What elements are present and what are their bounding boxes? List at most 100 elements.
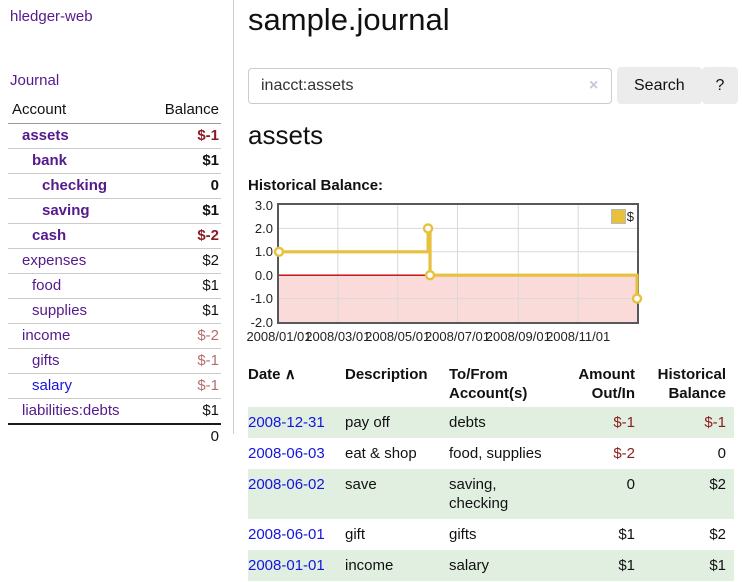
y-axis-label: 2.0 [254, 220, 273, 236]
account-balance: $-1 [197, 352, 219, 369]
account-balance: $1 [202, 402, 219, 419]
tx-date-link[interactable]: 2008-06-03 [248, 445, 325, 462]
page-title: sample.journal [248, 2, 450, 37]
account-row: income $-2 [8, 323, 221, 349]
x-axis-label: 2008/09/01 [485, 329, 551, 344]
search-input[interactable] [248, 68, 612, 104]
register-table: Date ∧ Description To/From Account(s) Am… [248, 362, 734, 581]
help-button[interactable]: ? [702, 67, 738, 104]
x-axis-label: 2008/05/01 [365, 329, 431, 344]
transaction-row: 2008-12-31 pay off debts $-1 $-1 [248, 407, 734, 438]
account-row: expenses $2 [8, 248, 221, 274]
tx-description: income [345, 557, 394, 574]
account-balance: 0 [210, 177, 219, 194]
account-link[interactable]: assets [22, 127, 69, 144]
tx-description: eat & shop [345, 445, 417, 462]
transaction-row: 2008-06-01 gift gifts $1 $2 [248, 519, 734, 550]
account-link[interactable]: cash [32, 227, 67, 244]
account-row: supplies $1 [8, 298, 221, 324]
tx-balance: $2 [709, 526, 726, 543]
sidebar-item-journal[interactable]: Journal [10, 72, 60, 89]
tx-date-link[interactable]: 2008-12-31 [248, 414, 325, 431]
account-link[interactable]: liabilities:debts [22, 402, 120, 419]
account-row: checking 0 [8, 173, 221, 199]
legend-label: $ [626, 209, 634, 224]
account-balance: $2 [202, 252, 219, 269]
accounts-total-row: 0 [8, 423, 221, 449]
account-link[interactable]: checking [42, 177, 108, 194]
tx-balance: $2 [709, 476, 726, 493]
account-balance: $1 [202, 302, 219, 319]
tx-balance: $1 [709, 557, 726, 574]
tx-accounts: food, supplies [449, 445, 542, 462]
account-link[interactable]: salary [32, 377, 73, 394]
chart-legend: $ [610, 209, 634, 224]
balance-chart: 3.0 2.0 1.0 0.0 -1.0 -2.0 $ 2008/01/01 2008/03… [245, 198, 715, 348]
app-title-link[interactable]: hledger-web [10, 8, 93, 25]
tx-accounts: salary [449, 557, 490, 574]
account-row: bank $1 [8, 148, 221, 174]
tx-date-link[interactable]: 2008-06-01 [248, 526, 325, 543]
account-balance: $1 [202, 152, 219, 169]
y-axis-label: 1.0 [254, 244, 273, 260]
account-link[interactable]: gifts [32, 352, 60, 369]
register-heading: assets [248, 120, 324, 150]
tx-accounts: gifts [449, 526, 477, 543]
tx-amount: $-1 [613, 414, 635, 431]
clear-search-icon[interactable]: × [589, 77, 599, 94]
register-header-row: Date ∧ Description To/From Account(s) Am… [248, 362, 734, 407]
tx-date-link[interactable]: 2008-01-01 [248, 557, 325, 574]
tx-description: pay off [345, 414, 390, 431]
transaction-row: 2008-01-01 income salary $1 $1 [248, 550, 734, 581]
col-header-accounts: To/From Account(s) [449, 366, 528, 402]
tx-amount: $1 [618, 557, 635, 574]
account-link[interactable]: supplies [32, 302, 88, 319]
accounts-header-account: Account [8, 97, 148, 124]
tx-amount: 0 [626, 476, 635, 493]
y-axis-label: -1.0 [250, 291, 273, 307]
tx-date-link[interactable]: 2008-06-02 [248, 476, 325, 493]
account-row: food $1 [8, 273, 221, 299]
sidebar-divider [233, 0, 234, 434]
accounts-table: Account Balance assets $-1 bank $1 checking 0… [8, 97, 221, 449]
transaction-row: 2008-06-02 save saving, checking 0 $2 [248, 469, 734, 519]
col-header-amount: Amount Out/In [578, 366, 635, 402]
accounts-header-row: Account Balance [8, 97, 221, 124]
chart-canvas [273, 205, 643, 322]
account-link[interactable]: saving [42, 202, 90, 219]
tx-description: gift [345, 526, 366, 543]
accounts-header-balance: Balance [147, 97, 221, 124]
account-link[interactable]: food [32, 277, 62, 294]
sort-asc-icon: ∧ [284, 366, 296, 383]
y-axis-label: -2.0 [250, 314, 273, 330]
x-axis-label: 2008/11/01 [546, 329, 611, 344]
account-balance: $-1 [197, 377, 219, 394]
account-link[interactable]: bank [32, 152, 68, 169]
x-axis-label: 2008/07/01 [424, 329, 491, 344]
account-row: salary $-1 [8, 373, 221, 399]
col-header-balance: Historical Balance [657, 366, 726, 402]
tx-amount: $-2 [613, 445, 635, 462]
account-link[interactable]: expenses [22, 252, 87, 269]
account-balance: $-2 [197, 327, 219, 344]
tx-balance: $-1 [704, 414, 726, 431]
y-axis-label: 0.0 [254, 267, 273, 283]
x-axis-label: 2008/01/01 [246, 329, 312, 344]
col-header-description: Description [345, 366, 428, 383]
tx-description: save [345, 476, 377, 493]
y-axis-label: 3.0 [254, 197, 273, 213]
accounts-total: 0 [147, 423, 221, 449]
account-balance: $-2 [197, 227, 219, 244]
account-link[interactable]: income [22, 327, 71, 344]
account-balance: $1 [202, 202, 219, 219]
search-button[interactable]: Search [617, 67, 702, 104]
account-row: liabilities:debts $1 [8, 398, 221, 425]
col-header-date[interactable]: Date ∧ [248, 366, 296, 383]
tx-accounts: saving, checking [449, 476, 509, 512]
tx-accounts: debts [449, 414, 486, 431]
chart-title: Historical Balance: [248, 177, 384, 194]
legend-swatch [610, 209, 626, 224]
account-row: gifts $-1 [8, 348, 221, 374]
account-balance: $-1 [197, 127, 219, 144]
account-row: cash $-2 [8, 223, 221, 249]
